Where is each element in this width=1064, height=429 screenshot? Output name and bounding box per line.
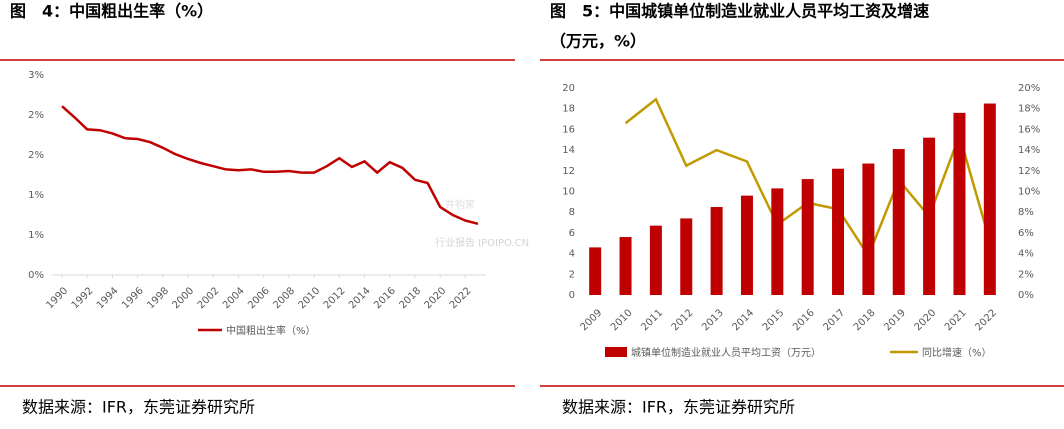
y-tick-label: 1% bbox=[28, 190, 44, 201]
y2-tick-label: 20% bbox=[1018, 83, 1040, 94]
figure-title: 图 4：中国粗出生率（%） bbox=[10, 2, 213, 21]
figure-title: 图 5：中国城镇单位制造业就业人员平均工资及增速 bbox=[550, 2, 929, 21]
watermark-text: 行业报告 IPOIPO.CN bbox=[435, 236, 529, 249]
x-tick-label: 2006 bbox=[246, 285, 272, 311]
x-tick-label: 1990 bbox=[44, 285, 70, 311]
x-tick-label: 2010 bbox=[297, 285, 323, 311]
y2-tick-label: 4% bbox=[1018, 249, 1034, 260]
bar bbox=[710, 207, 723, 295]
x-tick-label: 2018 bbox=[852, 307, 878, 333]
y2-tick-label: 2% bbox=[1018, 269, 1034, 280]
x-tick-label: 2008 bbox=[271, 285, 297, 311]
y-tick-label: 18 bbox=[562, 104, 575, 115]
bar bbox=[740, 195, 753, 295]
x-tick-label: 2018 bbox=[397, 285, 423, 311]
y2-tick-label: 0% bbox=[1018, 290, 1034, 301]
x-tick-label: 2014 bbox=[730, 307, 756, 333]
y-tick-label: 4 bbox=[569, 249, 575, 260]
bar bbox=[953, 112, 966, 295]
source: 数据来源：IFR，东莞证券研究所 bbox=[22, 398, 255, 417]
y2-tick-label: 18% bbox=[1018, 104, 1040, 115]
x-tick-label: 2004 bbox=[221, 285, 247, 311]
x-tick-label: 2022 bbox=[448, 285, 474, 311]
y2-tick-label: 16% bbox=[1018, 124, 1040, 135]
legend-label: 城镇单位制造业就业人员平均工资（万元） bbox=[631, 346, 821, 359]
y2-tick-label: 8% bbox=[1018, 207, 1034, 218]
legend-swatch bbox=[605, 347, 627, 357]
y-tick-label: 1% bbox=[28, 230, 44, 241]
bar bbox=[649, 225, 662, 295]
y-tick-label: 2% bbox=[28, 110, 44, 121]
bar bbox=[862, 163, 875, 295]
bar bbox=[619, 237, 632, 295]
x-tick-label: 2016 bbox=[372, 285, 398, 311]
y-tick-label: 14 bbox=[562, 145, 575, 156]
x-tick-label: 2022 bbox=[973, 307, 999, 333]
x-tick-label: 1992 bbox=[70, 285, 96, 311]
series-line bbox=[61, 105, 479, 226]
y-tick-label: 20 bbox=[562, 83, 575, 94]
bar bbox=[832, 168, 845, 295]
x-tick-label: 2011 bbox=[639, 307, 665, 333]
x-tick-label: 2020 bbox=[913, 307, 939, 333]
y-tick-label: 8 bbox=[569, 207, 575, 218]
x-tick-label: 2016 bbox=[791, 307, 817, 333]
x-tick-label: 2009 bbox=[579, 307, 605, 333]
watermark-logo: 并购家 bbox=[445, 198, 475, 211]
y-tick-label: 2 bbox=[569, 269, 575, 280]
legend-label: 同比增速（%） bbox=[922, 346, 992, 359]
x-tick-label: 2002 bbox=[196, 285, 222, 311]
y-tick-label: 2% bbox=[28, 150, 44, 161]
x-tick-label: 1994 bbox=[95, 285, 121, 311]
x-tick-label: 2014 bbox=[347, 285, 373, 311]
legend-label: 中国粗出生率（%） bbox=[226, 324, 316, 337]
x-tick-label: 2000 bbox=[171, 285, 197, 311]
y2-tick-label: 6% bbox=[1018, 228, 1034, 239]
x-tick-label: 2015 bbox=[761, 307, 787, 333]
y-tick-label: 0% bbox=[28, 270, 44, 281]
x-tick-label: 2010 bbox=[609, 307, 635, 333]
y2-tick-label: 14% bbox=[1018, 145, 1040, 156]
bar bbox=[923, 137, 936, 295]
bar bbox=[892, 149, 905, 295]
source: 数据来源：IFR，东莞证券研究所 bbox=[562, 398, 795, 417]
figure-title: （万元，%） bbox=[550, 32, 646, 51]
y2-tick-label: 10% bbox=[1018, 187, 1040, 198]
bar bbox=[680, 218, 693, 295]
x-tick-label: 1996 bbox=[120, 285, 146, 311]
x-tick-label: 2021 bbox=[943, 307, 969, 333]
y-tick-label: 0 bbox=[569, 290, 575, 301]
y-tick-label: 3% bbox=[28, 70, 44, 81]
y-tick-label: 16 bbox=[562, 124, 575, 135]
bar bbox=[589, 247, 602, 295]
x-tick-label: 2012 bbox=[670, 307, 696, 333]
bar bbox=[771, 188, 784, 295]
x-tick-label: 1998 bbox=[145, 285, 171, 311]
x-tick-label: 2019 bbox=[882, 307, 908, 333]
x-tick-label: 2020 bbox=[423, 285, 449, 311]
bar bbox=[983, 103, 996, 296]
y2-tick-label: 12% bbox=[1018, 166, 1040, 177]
y-tick-label: 6 bbox=[569, 228, 575, 239]
x-tick-label: 2012 bbox=[322, 285, 348, 311]
x-tick-label: 2013 bbox=[700, 307, 726, 333]
x-tick-label: 2017 bbox=[822, 307, 848, 333]
y-tick-label: 10 bbox=[562, 187, 575, 198]
y-tick-label: 12 bbox=[562, 166, 575, 177]
bar bbox=[801, 179, 814, 295]
